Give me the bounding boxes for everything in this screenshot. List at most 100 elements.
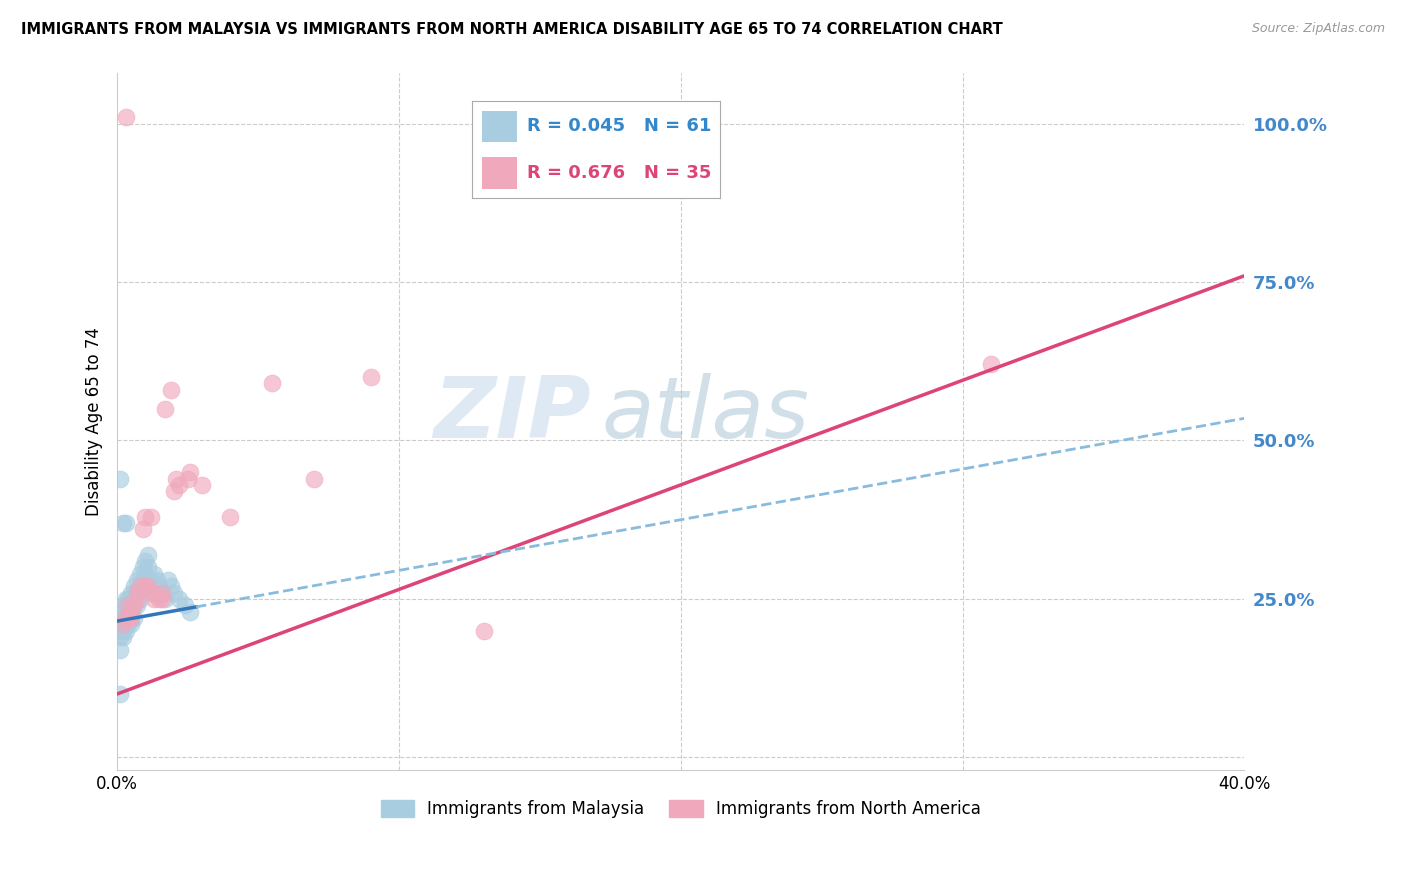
Point: [108, 617, 131, 632]
Point: [139, 509, 162, 524]
Point: [134, 566, 156, 581]
Point: [111, 605, 134, 619]
Point: [117, 591, 139, 606]
Point: [111, 599, 134, 613]
Point: [108, 611, 131, 625]
Point: [145, 573, 167, 587]
Point: [131, 522, 153, 536]
Point: [134, 509, 156, 524]
Point: [125, 585, 148, 599]
Point: [980, 358, 1002, 372]
Point: [114, 591, 136, 606]
Point: [159, 579, 181, 593]
Point: [150, 585, 173, 599]
Point: [173, 599, 195, 613]
Point: [262, 376, 284, 391]
Point: [111, 630, 134, 644]
Point: [142, 591, 165, 606]
Point: [148, 579, 170, 593]
Point: [134, 579, 156, 593]
Point: [108, 630, 131, 644]
Point: [136, 579, 159, 593]
Point: [111, 617, 134, 632]
Point: [114, 611, 136, 625]
Point: [219, 509, 242, 524]
Point: [120, 585, 142, 599]
Point: [114, 516, 136, 530]
Point: [122, 585, 145, 599]
Point: [120, 599, 142, 613]
Point: [128, 579, 150, 593]
Point: [142, 585, 165, 599]
Point: [360, 370, 382, 384]
Point: [108, 642, 131, 657]
Point: [167, 478, 190, 492]
Point: [117, 611, 139, 625]
Point: [125, 585, 148, 599]
Point: [128, 591, 150, 606]
Point: [134, 579, 156, 593]
Point: [136, 560, 159, 574]
Text: ZIP: ZIP: [433, 373, 591, 456]
Point: [134, 554, 156, 568]
Point: [136, 548, 159, 562]
Point: [111, 624, 134, 638]
Point: [122, 579, 145, 593]
Point: [156, 573, 179, 587]
Point: [122, 599, 145, 613]
Point: [122, 599, 145, 613]
Point: [117, 599, 139, 613]
Point: [159, 383, 181, 397]
Point: [117, 611, 139, 625]
Point: [142, 566, 165, 581]
Point: [179, 465, 201, 479]
Point: [108, 471, 131, 485]
Point: [125, 591, 148, 606]
Point: [114, 599, 136, 613]
Point: [120, 605, 142, 619]
Point: [472, 624, 495, 638]
Point: [125, 573, 148, 587]
Point: [108, 605, 131, 619]
Point: [120, 611, 142, 625]
Point: [176, 471, 198, 485]
Point: [128, 566, 150, 581]
Point: [139, 573, 162, 587]
Point: [167, 591, 190, 606]
Point: [139, 585, 162, 599]
Point: [153, 591, 176, 606]
Point: [162, 484, 184, 499]
Point: [111, 611, 134, 625]
Point: [150, 591, 173, 606]
Point: [114, 605, 136, 619]
Point: [190, 478, 212, 492]
Text: Source: ZipAtlas.com: Source: ZipAtlas.com: [1251, 22, 1385, 36]
Point: [117, 599, 139, 613]
Point: [114, 611, 136, 625]
Y-axis label: Disability Age 65 to 74: Disability Age 65 to 74: [86, 327, 103, 516]
Point: [165, 471, 187, 485]
Point: [120, 617, 142, 632]
Point: [179, 605, 201, 619]
Point: [153, 401, 176, 416]
Point: [114, 624, 136, 638]
Point: [162, 585, 184, 599]
Point: [108, 624, 131, 638]
Point: [111, 617, 134, 632]
Point: [131, 560, 153, 574]
Point: [304, 471, 326, 485]
Legend: Immigrants from Malaysia, Immigrants from North America: Immigrants from Malaysia, Immigrants fro…: [374, 793, 987, 824]
Point: [148, 591, 170, 606]
Point: [114, 617, 136, 632]
Point: [131, 573, 153, 587]
Point: [120, 611, 142, 625]
Point: [122, 611, 145, 625]
Point: [117, 617, 139, 632]
Point: [125, 599, 148, 613]
Point: [150, 585, 173, 599]
Point: [114, 111, 136, 125]
Text: IMMIGRANTS FROM MALAYSIA VS IMMIGRANTS FROM NORTH AMERICA DISABILITY AGE 65 TO 7: IMMIGRANTS FROM MALAYSIA VS IMMIGRANTS F…: [21, 22, 1002, 37]
Point: [128, 579, 150, 593]
Point: [108, 687, 131, 701]
Point: [111, 516, 134, 530]
